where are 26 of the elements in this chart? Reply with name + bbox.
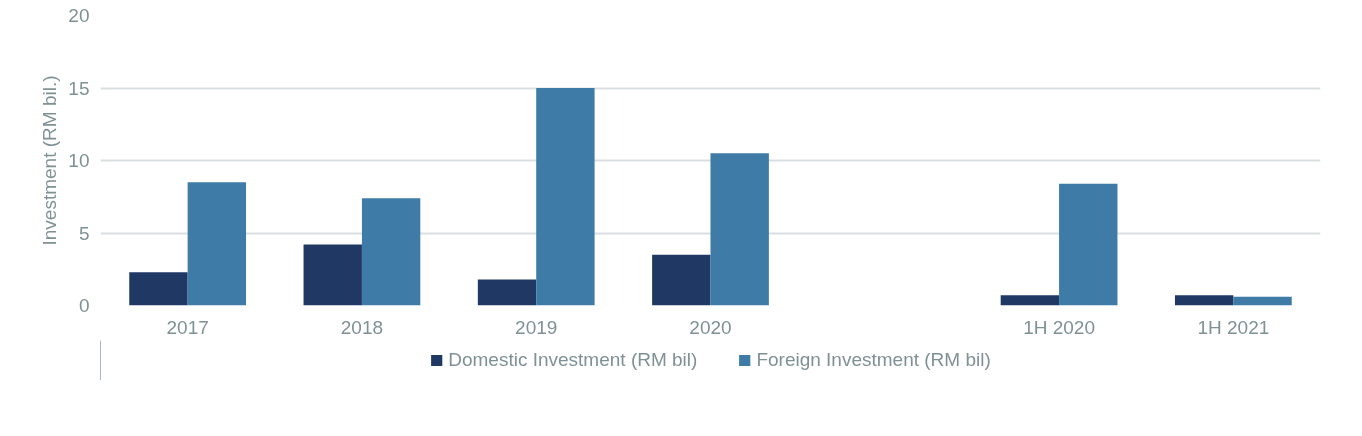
bar (1059, 183, 1118, 306)
legend-label: Foreign Investment (RM bil) (756, 349, 991, 371)
bar (652, 254, 711, 306)
y-tick-label: 5 (78, 222, 90, 244)
x-tick-label: 2020 (689, 316, 732, 338)
y-axis-title: Investment (RM bil.) (39, 75, 61, 246)
legend-label: Domestic Investment (RM bil) (448, 349, 698, 371)
y-tick-label: 0 (78, 295, 90, 316)
bar (710, 153, 769, 306)
x-tick-label: 2018 (340, 316, 384, 338)
bar (361, 198, 421, 306)
bar (129, 272, 188, 306)
bar (1174, 295, 1234, 306)
x-tick-label: 1H 2021 (1197, 316, 1270, 338)
bar (1000, 295, 1060, 306)
y-tick-label: 15 (68, 77, 90, 99)
y-tick-label: 10 (68, 150, 90, 171)
bar (303, 244, 362, 306)
bar (477, 279, 537, 306)
bar (1233, 296, 1292, 306)
x-tick-label: 1H 2020 (1023, 316, 1095, 338)
y-tick-label: 20 (68, 5, 90, 26)
x-tick-label: 2017 (166, 316, 209, 338)
bar (536, 88, 595, 306)
bar (187, 182, 247, 306)
x-tick-label: 2019 (515, 316, 558, 338)
